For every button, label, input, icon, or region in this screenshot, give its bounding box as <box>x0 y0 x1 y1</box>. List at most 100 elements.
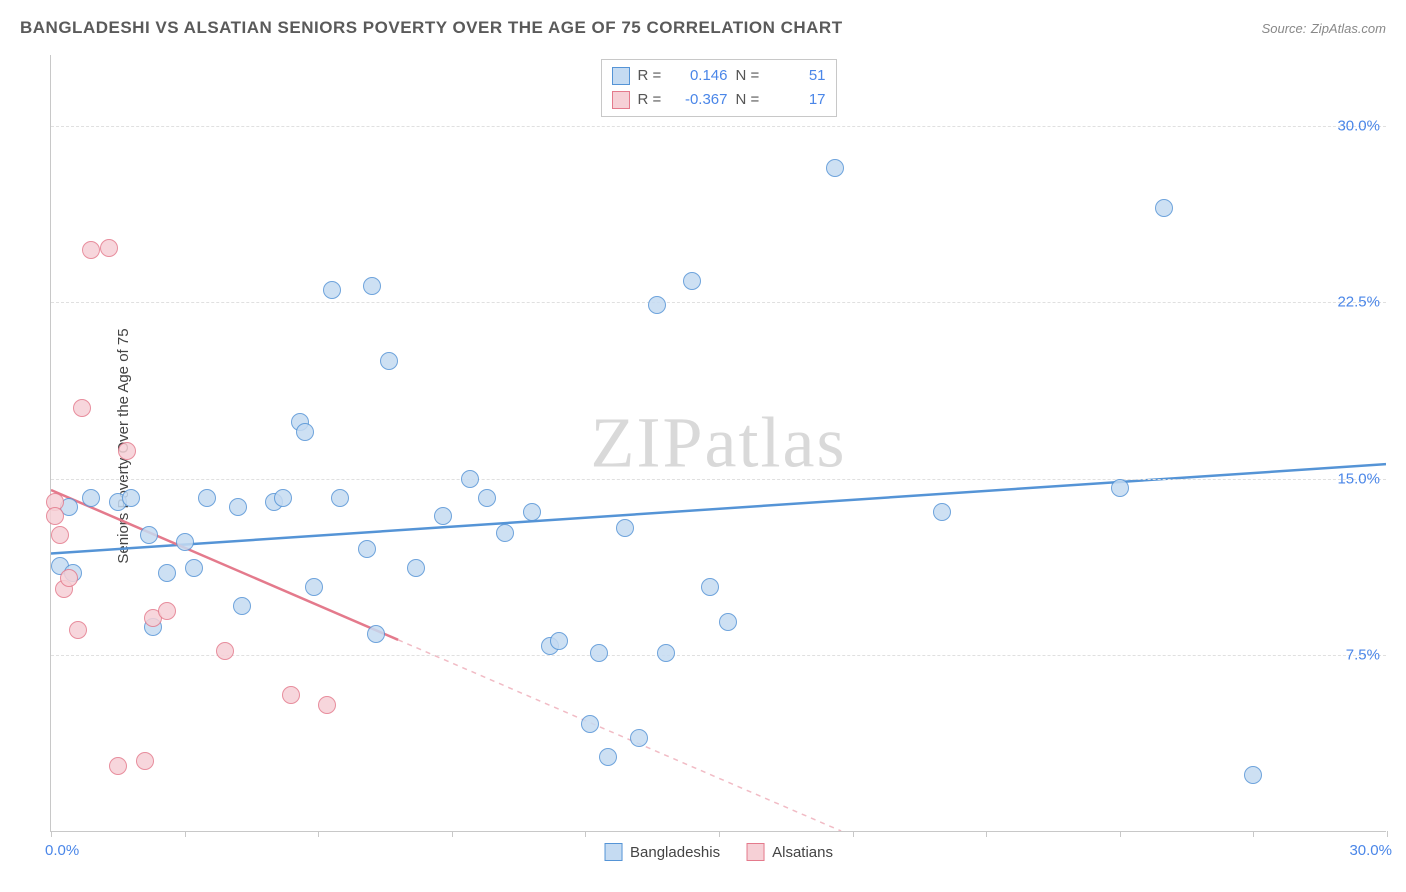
source-label: Source: <box>1262 21 1307 36</box>
x-tick <box>853 831 854 837</box>
data-point <box>657 644 675 662</box>
data-point <box>82 489 100 507</box>
stats-row: R = 0.146 N = 51 <box>612 64 826 88</box>
data-point <box>176 533 194 551</box>
data-point <box>380 352 398 370</box>
data-point <box>82 241 100 259</box>
data-point <box>185 559 203 577</box>
source: Source: ZipAtlas.com <box>1262 20 1386 38</box>
legend-swatch <box>612 67 630 85</box>
x-tick <box>185 831 186 837</box>
x-tick <box>51 831 52 837</box>
stat-n-label: N = <box>736 88 764 112</box>
data-point <box>1244 766 1262 784</box>
stat-n-value: 51 <box>772 64 826 88</box>
source-name: ZipAtlas.com <box>1311 21 1386 36</box>
data-point <box>323 281 341 299</box>
data-point <box>719 613 737 631</box>
legend-item: Bangladeshis <box>604 843 720 861</box>
data-point <box>158 564 176 582</box>
gridline <box>51 655 1386 656</box>
data-point <box>616 519 634 537</box>
trend-line <box>51 490 398 640</box>
stat-r-value: 0.146 <box>674 64 728 88</box>
data-point <box>590 644 608 662</box>
data-point <box>69 621 87 639</box>
x-tick <box>986 831 987 837</box>
x-tick <box>452 831 453 837</box>
legend-swatch <box>612 91 630 109</box>
legend-label: Alsatians <box>772 844 833 861</box>
data-point <box>933 503 951 521</box>
data-point <box>630 729 648 747</box>
data-point <box>198 489 216 507</box>
x-tick <box>1253 831 1254 837</box>
trend-line-dashed <box>398 640 841 831</box>
data-point <box>826 159 844 177</box>
data-point <box>51 526 69 544</box>
data-point <box>46 507 64 525</box>
stat-n-label: N = <box>736 64 764 88</box>
data-point <box>363 277 381 295</box>
data-point <box>1155 199 1173 217</box>
trend-lines <box>51 55 1386 831</box>
data-point <box>358 540 376 558</box>
data-point <box>461 470 479 488</box>
data-point <box>282 686 300 704</box>
watermark: ZIPatlas <box>591 402 847 485</box>
data-point <box>648 296 666 314</box>
data-point <box>136 752 154 770</box>
y-tick-label: 22.5% <box>1337 294 1388 311</box>
data-point <box>229 498 247 516</box>
gridline <box>51 302 1386 303</box>
y-tick-label: 7.5% <box>1346 647 1388 664</box>
x-max-label: 30.0% <box>1349 842 1392 859</box>
data-point <box>122 489 140 507</box>
data-point <box>407 559 425 577</box>
data-point <box>109 757 127 775</box>
data-point <box>100 239 118 257</box>
stats-legend: R = 0.146 N = 51R = -0.367 N = 17 <box>601 59 837 117</box>
gridline <box>51 479 1386 480</box>
data-point <box>60 569 78 587</box>
data-point <box>550 632 568 650</box>
data-point <box>599 748 617 766</box>
x-tick <box>318 831 319 837</box>
x-tick <box>1387 831 1388 837</box>
data-point <box>683 272 701 290</box>
data-point <box>216 642 234 660</box>
data-point <box>581 715 599 733</box>
x-min-label: 0.0% <box>45 842 79 859</box>
stats-row: R =-0.367N =17 <box>612 88 826 112</box>
stat-r-label: R = <box>638 64 666 88</box>
data-point <box>158 602 176 620</box>
bottom-legend: Bangladeshis Alsatians <box>604 843 833 861</box>
data-point <box>701 578 719 596</box>
data-point <box>523 503 541 521</box>
y-tick-label: 30.0% <box>1337 117 1388 134</box>
legend-swatch <box>604 843 622 861</box>
y-tick-label: 15.0% <box>1337 470 1388 487</box>
stat-r-value: -0.367 <box>674 88 728 112</box>
data-point <box>367 625 385 643</box>
data-point <box>478 489 496 507</box>
data-point <box>434 507 452 525</box>
trend-line <box>51 464 1386 553</box>
data-point <box>331 489 349 507</box>
x-tick <box>719 831 720 837</box>
data-point <box>296 423 314 441</box>
legend-swatch <box>746 843 764 861</box>
gridline <box>51 126 1386 127</box>
data-point <box>233 597 251 615</box>
plot-area: ZIPatlas R =0.146N =51R =-0.367N =17 0.0… <box>50 55 1386 832</box>
data-point <box>140 526 158 544</box>
data-point <box>305 578 323 596</box>
data-point <box>1111 479 1129 497</box>
chart-title: BANGLADESHI VS ALSATIAN SENIORS POVERTY … <box>20 18 843 38</box>
legend-item: Alsatians <box>746 843 833 861</box>
data-point <box>318 696 336 714</box>
stat-n-value: 17 <box>772 88 826 112</box>
data-point <box>73 399 91 417</box>
data-point <box>496 524 514 542</box>
x-tick <box>585 831 586 837</box>
